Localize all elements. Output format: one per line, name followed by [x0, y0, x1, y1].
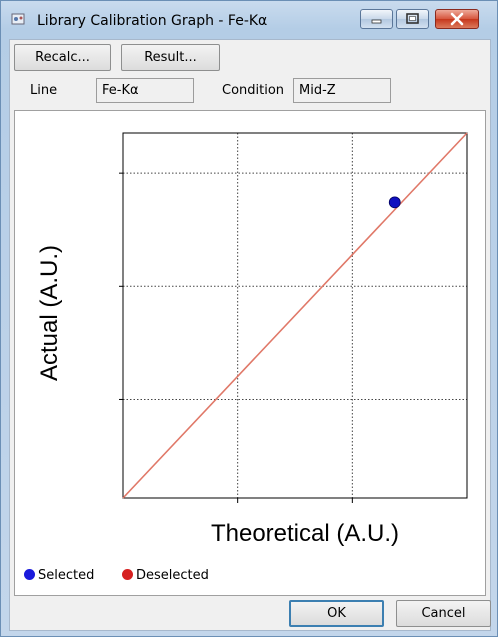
legend-deselected: Deselected	[122, 568, 209, 583]
plot-frame	[122, 132, 468, 499]
result-button[interactable]: Result...	[121, 44, 220, 71]
deselected-dot-icon	[122, 569, 133, 580]
legend-deselected-label: Deselected	[136, 568, 209, 583]
maximize-icon	[406, 13, 419, 24]
close-icon	[450, 12, 464, 26]
selected-dot-icon	[24, 569, 35, 580]
x-axis-label: Theoretical (A.U.)	[211, 520, 399, 547]
close-button[interactable]	[435, 9, 479, 29]
calibration-fit-line	[122, 132, 468, 499]
cancel-button[interactable]: Cancel	[396, 600, 491, 627]
condition-label: Condition	[222, 83, 285, 98]
app-icon	[11, 13, 25, 25]
ok-button[interactable]: OK	[289, 600, 384, 627]
window-title: Library Calibration Graph - Fe-Kα	[37, 13, 268, 29]
graph-panel: Theoretical (A.U.) Actual (A.U.)	[14, 110, 486, 596]
line-field: Fe-Kα	[96, 78, 194, 103]
calibration-chart: Theoretical (A.U.) Actual (A.U.)	[36, 132, 468, 547]
data-point-selected-1	[388, 196, 401, 209]
y-axis-label: Actual (A.U.)	[36, 245, 63, 381]
minimize-icon	[371, 19, 382, 24]
dialog-client-area: Recalc... Result... Line Fe-Kα Condition…	[9, 39, 491, 631]
title-bar[interactable]: Library Calibration Graph - Fe-Kα	[1, 1, 497, 39]
legend-selected-label: Selected	[38, 568, 95, 583]
line-label: Line	[30, 83, 58, 98]
legend-selected: Selected	[24, 568, 94, 583]
minimize-button[interactable]	[360, 9, 393, 29]
maximize-button[interactable]	[396, 9, 429, 29]
recalc-button[interactable]: Recalc...	[14, 44, 111, 71]
condition-field: Mid-Z	[293, 78, 391, 103]
